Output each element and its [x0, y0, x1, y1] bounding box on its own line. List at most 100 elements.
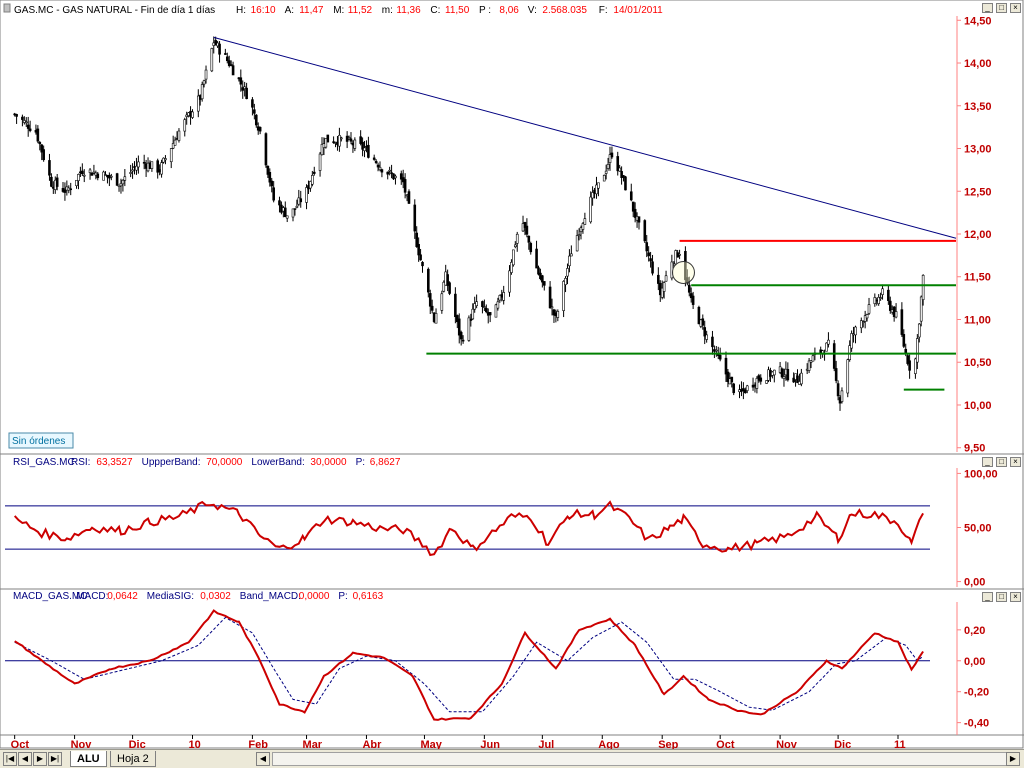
candle [254, 114, 258, 128]
candle-body [251, 99, 254, 108]
candle [660, 280, 664, 300]
candle [867, 297, 871, 316]
candle-body [245, 87, 248, 100]
candle [270, 177, 274, 193]
candle-body [367, 144, 370, 158]
candle [440, 290, 444, 314]
x-tick-label: Abr [362, 739, 382, 749]
next-sheet-button[interactable]: ▶ [33, 752, 47, 766]
candle-body [643, 220, 647, 242]
minimize-price-panel-button[interactable]: _ [982, 3, 993, 13]
candle-body [906, 355, 909, 364]
close-macd-panel-button[interactable]: × [1010, 592, 1021, 602]
maximize-price-panel-button[interactable]: □ [996, 3, 1007, 13]
candle-body [867, 304, 871, 314]
maximize-macd-panel-button[interactable]: □ [996, 592, 1007, 602]
candle [227, 55, 231, 68]
close-price-panel-button[interactable]: × [1010, 3, 1021, 13]
orders-box[interactable]: Sin órdenes [8, 432, 74, 449]
candle-body [637, 216, 641, 223]
candle [349, 132, 353, 145]
candle-body [239, 77, 243, 85]
candle [24, 117, 28, 127]
minimize-rsi-panel-button[interactable]: _ [982, 457, 993, 467]
candle-body [535, 248, 538, 269]
candle [620, 166, 623, 185]
rsi-title: RSI_GAS.MC [13, 457, 75, 468]
candle-body [26, 124, 30, 129]
candle-body [413, 204, 417, 232]
candle [796, 369, 799, 384]
price-axis-tick-label: 14,50 [964, 15, 992, 27]
candle [606, 157, 610, 171]
candle [591, 186, 594, 206]
candle-body [914, 358, 917, 374]
candle [88, 167, 92, 180]
candle [645, 235, 649, 258]
candle-body [550, 306, 554, 309]
candle [583, 212, 587, 225]
candle-body [156, 160, 160, 173]
candle [914, 357, 917, 379]
close-rsi-panel-button[interactable]: × [1010, 457, 1021, 467]
macd-axis-tick-label: 0,00 [964, 656, 985, 668]
candle [258, 126, 262, 135]
candle-body [218, 43, 221, 55]
candle [877, 294, 880, 306]
candle-body [850, 333, 853, 349]
candle-body [200, 84, 204, 100]
macd-axis-tick-label: 0,20 [964, 625, 985, 637]
first-sheet-button[interactable]: |◀ [3, 752, 17, 766]
candle-body [227, 60, 231, 66]
candle [483, 299, 486, 311]
candle [602, 174, 606, 182]
candle [378, 161, 382, 172]
maximize-rsi-panel-button[interactable]: □ [996, 457, 1007, 467]
scroll-left-button[interactable]: ◀ [256, 752, 270, 766]
candle-body [840, 390, 844, 402]
candle [243, 81, 246, 97]
price-stat-label: P : [479, 5, 491, 16]
candle-body [394, 175, 397, 179]
candle [204, 65, 208, 84]
rsi-stat-label: P: [356, 457, 365, 468]
candle [713, 345, 716, 359]
candle-body [376, 164, 380, 168]
candle-body [421, 261, 424, 267]
downtrend-line[interactable] [213, 36, 957, 239]
candle [394, 174, 397, 185]
macd-stat-label: Band_MACD: [240, 591, 301, 602]
candle [651, 254, 654, 276]
candle [488, 312, 492, 323]
candle [541, 274, 544, 288]
candle-body [513, 244, 517, 248]
candle-body [916, 338, 919, 363]
candle-body [602, 175, 606, 182]
candle-body [169, 148, 173, 163]
candle-body [525, 225, 529, 235]
price-stat-value: 11,36 [396, 5, 421, 16]
candle [36, 125, 40, 144]
sheet-tab-active[interactable]: ALU [70, 751, 107, 767]
candle-body [568, 255, 571, 267]
candle [848, 340, 851, 362]
candle [119, 178, 123, 194]
x-tick-label: 11 [894, 739, 906, 749]
price-axis-tick-label: 13,00 [964, 144, 992, 156]
candle-body [827, 339, 830, 345]
horizontal-scrollbar[interactable] [272, 752, 1020, 766]
candle-body [807, 360, 811, 371]
candle [836, 380, 840, 401]
candle-body [591, 192, 594, 199]
candle-body [183, 119, 187, 132]
candle-body [231, 65, 235, 76]
candle-body [502, 292, 505, 301]
minimize-macd-panel-button[interactable]: _ [982, 592, 993, 602]
candle-body [633, 208, 637, 218]
prev-sheet-button[interactable]: ◀ [18, 752, 32, 766]
last-sheet-button[interactable]: ▶| [48, 752, 62, 766]
candle-body [253, 109, 256, 114]
sheet-tab-other[interactable]: Hoja 2 [110, 751, 156, 767]
scroll-right-button[interactable]: ▶ [1006, 752, 1020, 766]
